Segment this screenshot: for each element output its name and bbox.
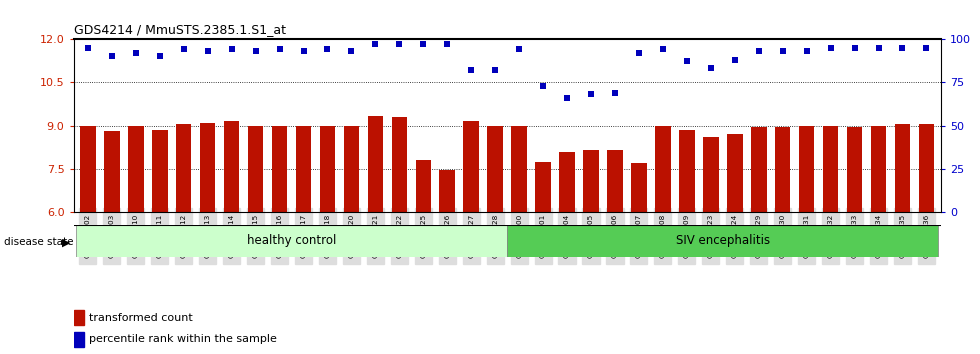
Point: [128, 50, 144, 56]
Point: [775, 48, 791, 54]
Bar: [918, 124, 934, 212]
Point: [104, 53, 120, 59]
Point: [560, 95, 575, 101]
Bar: [799, 126, 814, 212]
Point: [80, 45, 96, 51]
Point: [487, 67, 503, 73]
Bar: [631, 163, 647, 212]
Bar: [508, 225, 939, 257]
Bar: [74, 310, 84, 325]
Bar: [104, 131, 120, 212]
Bar: [583, 150, 599, 212]
Bar: [223, 121, 239, 212]
Bar: [80, 126, 96, 212]
Bar: [679, 130, 695, 212]
Bar: [128, 126, 144, 212]
Bar: [271, 126, 287, 212]
Bar: [870, 126, 886, 212]
Point: [368, 41, 383, 47]
Bar: [512, 126, 527, 212]
Point: [847, 45, 862, 51]
Bar: [152, 130, 168, 212]
Point: [535, 83, 551, 88]
Point: [152, 53, 168, 59]
Point: [175, 46, 191, 52]
Point: [296, 48, 312, 54]
Point: [870, 45, 886, 51]
Point: [727, 57, 743, 63]
Bar: [535, 162, 551, 212]
Bar: [727, 135, 743, 212]
Text: transformed count: transformed count: [89, 313, 193, 323]
Bar: [608, 150, 622, 212]
Point: [223, 46, 239, 52]
Bar: [416, 160, 431, 212]
Bar: [560, 152, 575, 212]
Bar: [319, 126, 335, 212]
Bar: [823, 126, 838, 212]
Bar: [200, 123, 216, 212]
Bar: [655, 126, 670, 212]
Bar: [74, 332, 84, 347]
Point: [271, 46, 287, 52]
Bar: [464, 121, 479, 212]
Point: [703, 65, 718, 71]
Point: [464, 67, 479, 73]
Point: [895, 45, 910, 51]
Text: ▶: ▶: [62, 238, 71, 247]
Point: [679, 59, 695, 64]
Point: [200, 48, 216, 54]
Point: [608, 90, 623, 96]
Text: SIV encephalitis: SIV encephalitis: [676, 234, 770, 247]
Bar: [248, 126, 264, 212]
Point: [344, 48, 360, 54]
Bar: [75, 225, 508, 257]
Bar: [344, 126, 360, 212]
Point: [439, 41, 455, 47]
Point: [799, 48, 814, 54]
Bar: [296, 126, 312, 212]
Point: [918, 45, 934, 51]
Point: [583, 92, 599, 97]
Text: GDS4214 / MmuSTS.2385.1.S1_at: GDS4214 / MmuSTS.2385.1.S1_at: [74, 23, 285, 36]
Bar: [895, 124, 910, 212]
Text: healthy control: healthy control: [247, 234, 336, 247]
Bar: [703, 137, 718, 212]
Text: disease state: disease state: [4, 238, 74, 247]
Point: [655, 46, 670, 52]
Bar: [487, 126, 503, 212]
Point: [631, 50, 647, 56]
Bar: [392, 117, 407, 212]
Bar: [847, 127, 862, 212]
Bar: [751, 127, 766, 212]
Bar: [439, 171, 455, 212]
Point: [248, 48, 264, 54]
Point: [416, 41, 431, 47]
Point: [512, 46, 527, 52]
Point: [319, 46, 335, 52]
Point: [391, 41, 407, 47]
Point: [751, 48, 766, 54]
Bar: [775, 127, 791, 212]
Bar: [176, 124, 191, 212]
Text: percentile rank within the sample: percentile rank within the sample: [89, 335, 277, 344]
Bar: [368, 115, 383, 212]
Point: [823, 45, 839, 51]
